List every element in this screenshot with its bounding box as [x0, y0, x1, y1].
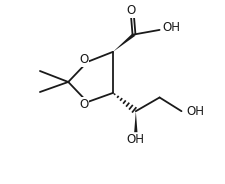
Text: OH: OH [126, 133, 144, 146]
Text: O: O [126, 4, 135, 17]
Polygon shape [134, 111, 137, 132]
Text: OH: OH [185, 105, 203, 118]
Polygon shape [112, 33, 135, 52]
Text: OH: OH [161, 21, 179, 34]
Text: O: O [79, 98, 88, 111]
Text: O: O [79, 53, 88, 66]
